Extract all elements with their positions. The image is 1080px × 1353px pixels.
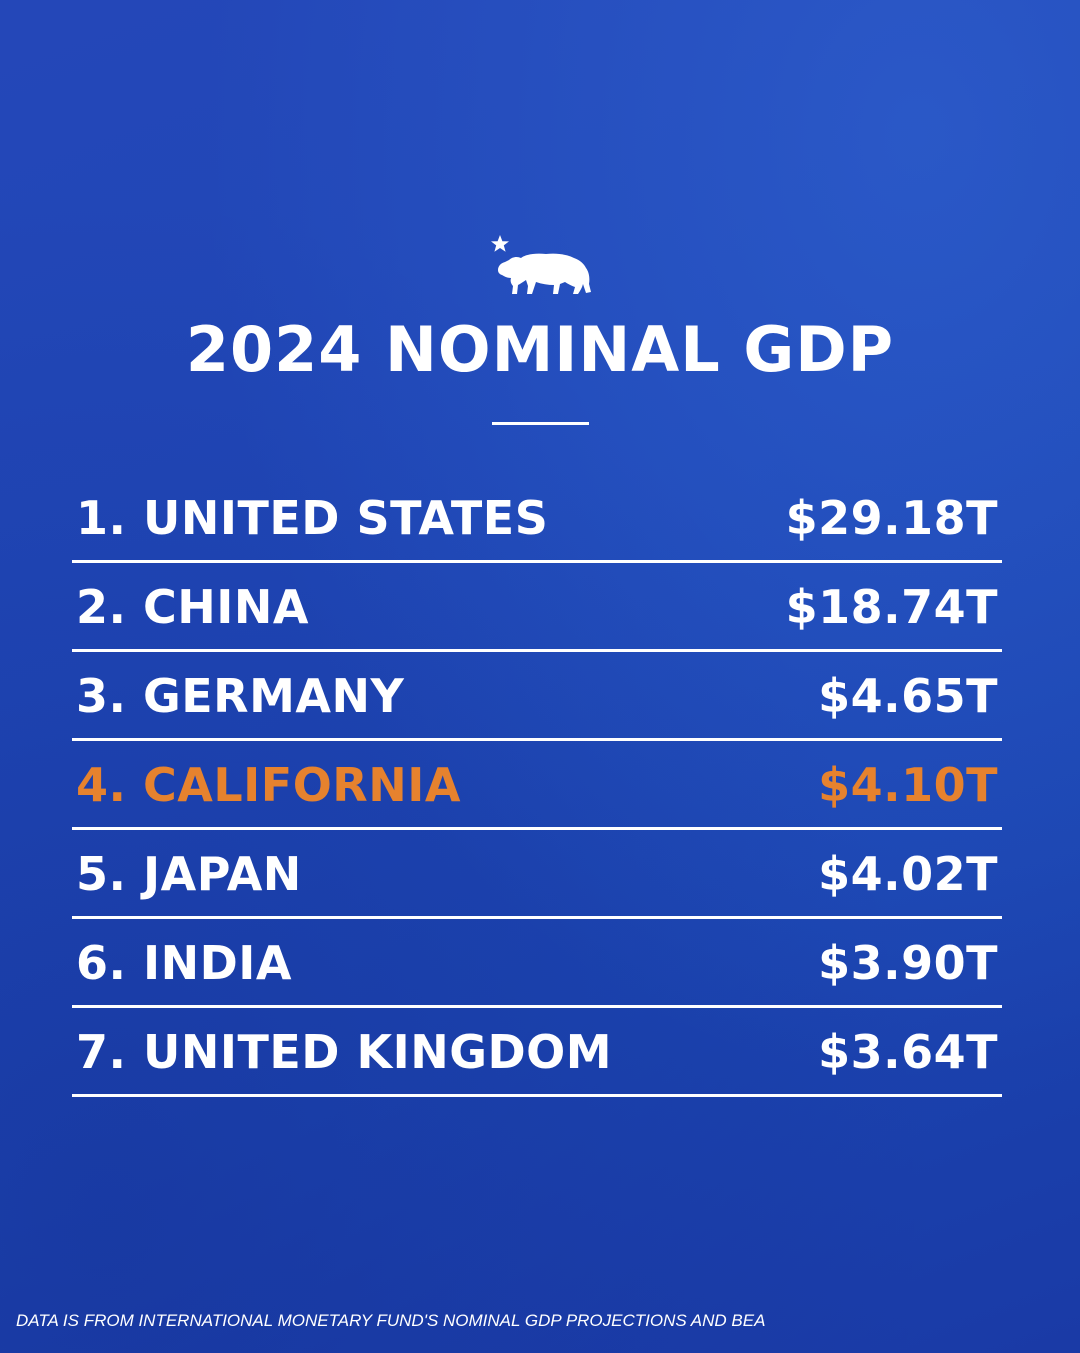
california-bear-star-icon bbox=[491, 235, 591, 294]
row-value: $4.65T bbox=[818, 669, 998, 723]
table-row: 7. UNITED KINGDOM $3.64T bbox=[72, 1008, 1002, 1097]
table-row: 1. UNITED STATES $29.18T bbox=[72, 474, 1002, 563]
row-label: 6. INDIA bbox=[76, 936, 293, 990]
table-row: 3. GERMANY $4.65T bbox=[72, 652, 1002, 741]
table-row: 6. INDIA $3.90T bbox=[72, 919, 1002, 1008]
row-label: 3. GERMANY bbox=[76, 669, 405, 723]
row-value: $3.90T bbox=[818, 936, 998, 990]
row-value: $4.10T bbox=[818, 758, 998, 812]
row-label: 7. UNITED KINGDOM bbox=[76, 1025, 613, 1079]
row-label: 4. CALIFORNIA bbox=[76, 758, 461, 812]
table-row: 5. JAPAN $4.02T bbox=[72, 830, 1002, 919]
row-value: $29.18T bbox=[785, 491, 998, 545]
row-label: 5. JAPAN bbox=[76, 847, 302, 901]
source-footnote: DATA IS FROM INTERNATIONAL MONETARY FUND… bbox=[16, 1311, 766, 1330]
row-label: 1. UNITED STATES bbox=[76, 491, 549, 545]
table-row: 2. CHINA $18.74T bbox=[72, 563, 1002, 652]
chart-title: 2024 NOMINAL GDP bbox=[185, 313, 895, 386]
row-value: $4.02T bbox=[818, 847, 998, 901]
title-divider bbox=[492, 422, 589, 425]
table-row: 4. CALIFORNIA $4.10T bbox=[72, 741, 1002, 830]
gdp-ranking-table: 1. UNITED STATES $29.18T 2. CHINA $18.74T 3.… bbox=[72, 474, 1002, 1097]
row-value: $18.74T bbox=[785, 580, 998, 634]
row-value: $3.64T bbox=[818, 1025, 998, 1079]
row-label: 2. CHINA bbox=[76, 580, 309, 634]
